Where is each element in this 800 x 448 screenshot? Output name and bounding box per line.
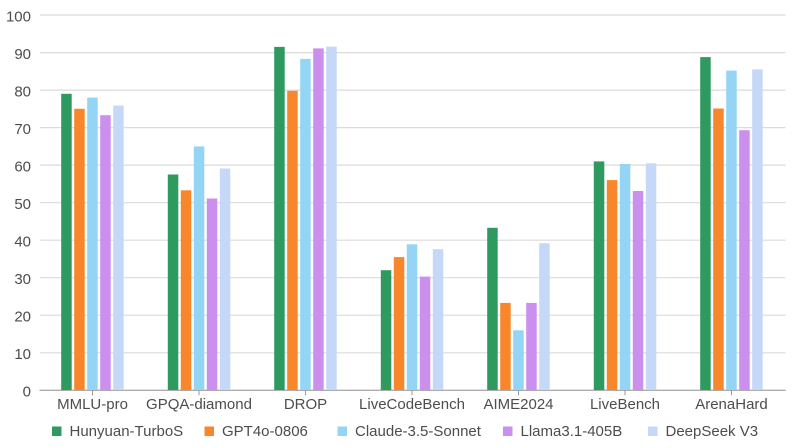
svg-text:60: 60	[14, 158, 31, 175]
svg-text:MMLU-pro: MMLU-pro	[57, 396, 128, 413]
svg-text:40: 40	[14, 234, 31, 251]
svg-text:80: 80	[14, 83, 31, 100]
svg-text:90: 90	[14, 46, 31, 63]
svg-text:30: 30	[14, 271, 31, 288]
svg-text:DeepSeek V3: DeepSeek V3	[666, 423, 759, 440]
svg-text:Llama3.1-405B: Llama3.1-405B	[521, 423, 623, 440]
svg-text:ArenaHard: ArenaHard	[695, 396, 768, 413]
svg-text:AIME2024: AIME2024	[483, 396, 553, 413]
svg-text:Claude-3.5-Sonnet: Claude-3.5-Sonnet	[355, 423, 482, 440]
svg-text:Hunyuan-TurboS: Hunyuan-TurboS	[70, 423, 184, 440]
svg-text:GPQA-diamond: GPQA-diamond	[146, 396, 252, 413]
svg-text:LiveCodeBench: LiveCodeBench	[359, 396, 465, 413]
svg-text:0: 0	[23, 384, 31, 401]
svg-text:100: 100	[6, 8, 31, 25]
svg-text:50: 50	[14, 196, 31, 213]
svg-text:10: 10	[14, 346, 31, 363]
svg-text:20: 20	[14, 309, 31, 326]
svg-text:LiveBench: LiveBench	[590, 396, 660, 413]
svg-text:70: 70	[14, 121, 31, 138]
svg-text:DROP: DROP	[284, 396, 327, 413]
svg-text:GPT4o-0806: GPT4o-0806	[222, 423, 308, 440]
